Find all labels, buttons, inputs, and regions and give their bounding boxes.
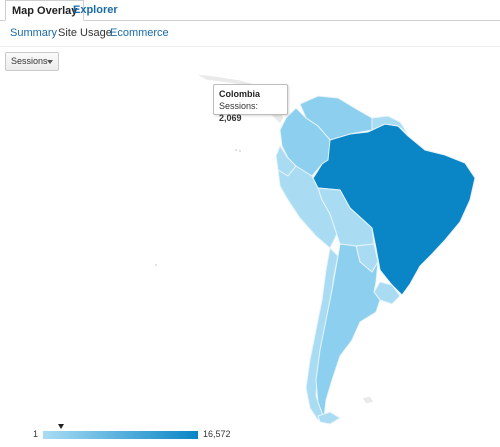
- country-argentina[interactable]: [315, 243, 381, 419]
- legend-marker-icon: [58, 424, 64, 429]
- subtab-ecommerce[interactable]: Ecommerce: [110, 27, 169, 39]
- tooltip-metric: Sessions: 2,069: [219, 100, 282, 124]
- region-tierra-del-fuego[interactable]: [317, 411, 341, 425]
- country-guyanas[interactable]: [371, 115, 409, 135]
- map-islands-3: [155, 264, 157, 266]
- chevron-down-icon: [47, 60, 53, 64]
- region-falklands: [361, 395, 375, 405]
- tooltip-country: Colombia: [219, 89, 261, 99]
- legend-max-value: 16,572: [203, 429, 231, 439]
- metric-dropdown[interactable]: Sessions: [5, 52, 59, 71]
- tab-explorer[interactable]: Explorer: [73, 4, 118, 16]
- view-tabs: Map Overlay Explorer: [0, 0, 500, 21]
- country-tooltip: Colombia Sessions: 2,069: [213, 84, 288, 123]
- sub-tabs: Summary Site Usage Ecommerce: [0, 26, 500, 42]
- subtab-divider: [0, 46, 500, 47]
- tooltip-metric-label: Sessions:: [219, 101, 259, 111]
- map-islands: [235, 149, 237, 151]
- legend-min-value: 1: [33, 429, 39, 439]
- subtab-summary[interactable]: Summary: [10, 27, 58, 39]
- legend-color-scale: [43, 431, 198, 439]
- metric-dropdown-value: Sessions: [11, 56, 48, 66]
- map-islands-2: [239, 150, 241, 152]
- tooltip-metric-value: 2,069: [219, 113, 242, 123]
- subtab-site-usage[interactable]: Site Usage: [58, 27, 112, 39]
- tab-map-overlay[interactable]: Map Overlay: [5, 0, 85, 21]
